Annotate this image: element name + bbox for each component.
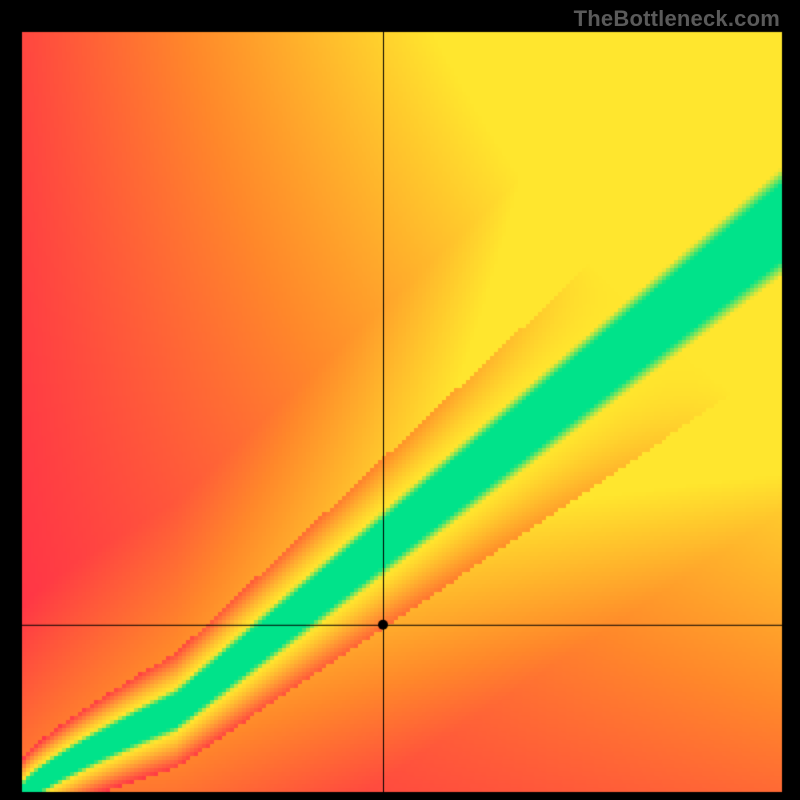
bottleneck-heatmap bbox=[0, 0, 800, 800]
watermark-text: TheBottleneck.com bbox=[574, 6, 780, 32]
